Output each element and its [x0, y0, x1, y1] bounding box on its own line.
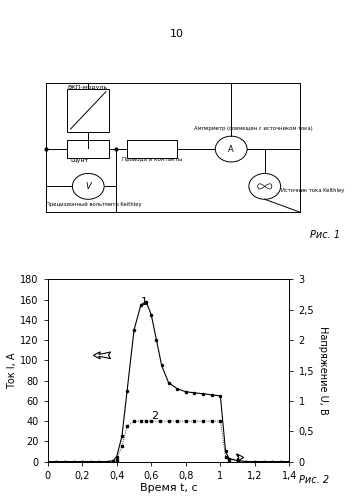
Text: ВКП-модуль: ВКП-модуль	[67, 84, 107, 89]
Text: Источник тока Keithley: Источник тока Keithley	[281, 188, 345, 193]
Bar	[67, 141, 109, 158]
Text: Амперметр (совмещен с источником тока): Амперметр (совмещен с источником тока)	[194, 126, 313, 131]
Text: V: V	[85, 182, 91, 191]
Text: Прецизионный вольтметр Keithley: Прецизионный вольтметр Keithley	[46, 202, 142, 208]
Bar	[67, 89, 109, 132]
Text: Рис. 2: Рис. 2	[299, 475, 329, 485]
Text: 1: 1	[141, 297, 148, 307]
Text: А: А	[228, 145, 234, 154]
Text: Провода и контакты: Провода и контакты	[122, 157, 182, 162]
Text: Рис. 1: Рис. 1	[310, 230, 340, 240]
Text: 2: 2	[151, 411, 158, 421]
Text: 10: 10	[169, 28, 184, 38]
Y-axis label: Ток I, А: Ток I, А	[7, 352, 17, 389]
Y-axis label: Напряжение U, В: Напряжение U, В	[318, 326, 328, 415]
Text: Шунт: Шунт	[70, 158, 89, 163]
Bar	[127, 141, 176, 158]
X-axis label: Время t, с: Время t, с	[140, 484, 197, 494]
